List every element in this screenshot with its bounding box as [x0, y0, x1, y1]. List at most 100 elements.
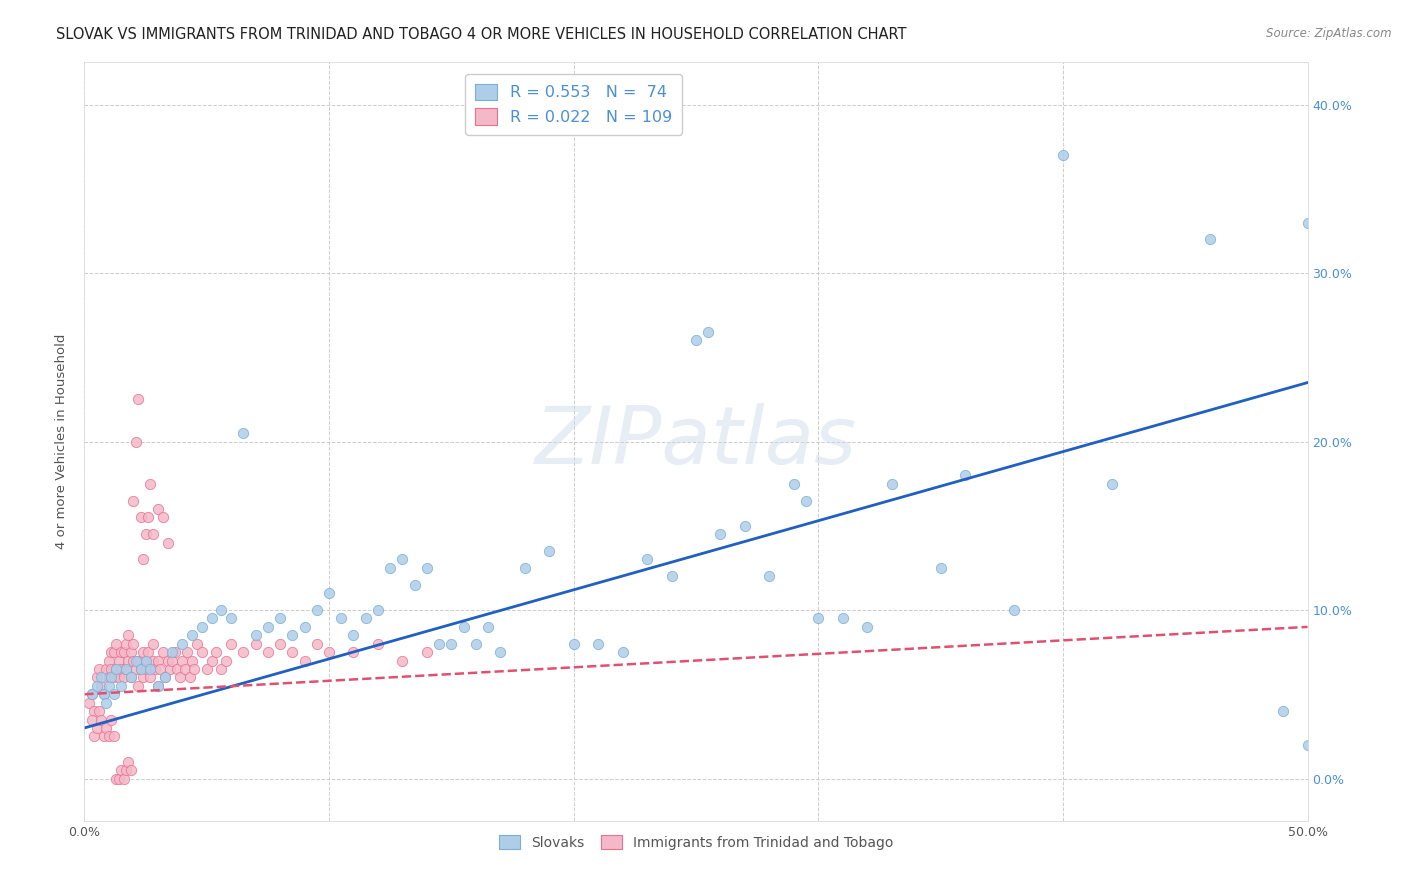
Point	[142, 637, 165, 651]
Point	[115, 763, 138, 777]
Point	[245, 628, 267, 642]
Point	[179, 670, 201, 684]
Point	[135, 654, 157, 668]
Point	[305, 603, 328, 617]
Point	[105, 662, 128, 676]
Point	[586, 637, 609, 651]
Point	[453, 620, 475, 634]
Point	[96, 662, 118, 676]
Point	[367, 637, 389, 651]
Point	[929, 561, 952, 575]
Point	[257, 620, 280, 634]
Point	[129, 662, 152, 676]
Point	[93, 730, 115, 744]
Point	[122, 493, 145, 508]
Point	[120, 763, 142, 777]
Point	[127, 392, 149, 407]
Point	[162, 645, 184, 659]
Point	[149, 662, 172, 676]
Point	[342, 645, 364, 659]
Point	[135, 662, 157, 676]
Point	[169, 670, 191, 684]
Point	[139, 476, 162, 491]
Legend: Slovaks, Immigrants from Trinidad and Tobago: Slovaks, Immigrants from Trinidad and To…	[494, 830, 898, 855]
Point	[120, 670, 142, 684]
Point	[205, 645, 228, 659]
Point	[1272, 704, 1295, 718]
Point	[142, 654, 165, 668]
Point	[318, 586, 340, 600]
Point	[125, 434, 148, 449]
Point	[135, 527, 157, 541]
Point	[127, 679, 149, 693]
Point	[115, 637, 138, 651]
Point	[391, 552, 413, 566]
Point	[146, 679, 169, 693]
Point	[117, 755, 139, 769]
Point	[269, 637, 291, 651]
Point	[80, 687, 103, 701]
Point	[86, 679, 108, 693]
Point	[80, 713, 103, 727]
Point	[831, 611, 853, 625]
Point	[232, 645, 254, 659]
Point	[96, 721, 118, 735]
Point	[183, 662, 205, 676]
Point	[125, 654, 148, 668]
Point	[191, 620, 214, 634]
Point	[354, 611, 377, 625]
Point	[139, 670, 162, 684]
Point	[209, 603, 232, 617]
Point	[440, 637, 463, 651]
Point	[166, 662, 188, 676]
Point	[697, 325, 720, 339]
Point	[464, 637, 486, 651]
Point	[132, 552, 155, 566]
Point	[146, 679, 169, 693]
Point	[281, 645, 304, 659]
Point	[86, 670, 108, 684]
Point	[90, 713, 112, 727]
Point	[416, 645, 439, 659]
Point	[142, 527, 165, 541]
Point	[1101, 476, 1123, 491]
Point	[80, 687, 103, 701]
Point	[1198, 232, 1220, 246]
Text: ZIPatlas: ZIPatlas	[534, 402, 858, 481]
Point	[173, 662, 195, 676]
Point	[93, 687, 115, 701]
Point	[135, 654, 157, 668]
Point	[105, 662, 128, 676]
Point	[880, 476, 903, 491]
Point	[953, 468, 976, 483]
Point	[87, 662, 110, 676]
Point	[132, 670, 155, 684]
Point	[110, 763, 132, 777]
Point	[1296, 738, 1319, 752]
Point	[117, 654, 139, 668]
Point	[391, 654, 413, 668]
Point	[186, 637, 208, 651]
Point	[100, 645, 122, 659]
Point	[125, 662, 148, 676]
Point	[294, 654, 316, 668]
Point	[200, 654, 222, 668]
Point	[143, 662, 166, 676]
Point	[1052, 148, 1074, 162]
Point	[367, 603, 389, 617]
Point	[105, 772, 128, 786]
Point	[156, 535, 179, 549]
Point	[219, 611, 242, 625]
Point	[612, 645, 634, 659]
Point	[219, 637, 242, 651]
Point	[86, 721, 108, 735]
Point	[103, 687, 125, 701]
Point	[305, 637, 328, 651]
Point	[636, 552, 658, 566]
Point	[83, 704, 105, 718]
Point	[152, 510, 174, 524]
Point	[90, 670, 112, 684]
Point	[153, 670, 176, 684]
Point	[100, 713, 122, 727]
Point	[257, 645, 280, 659]
